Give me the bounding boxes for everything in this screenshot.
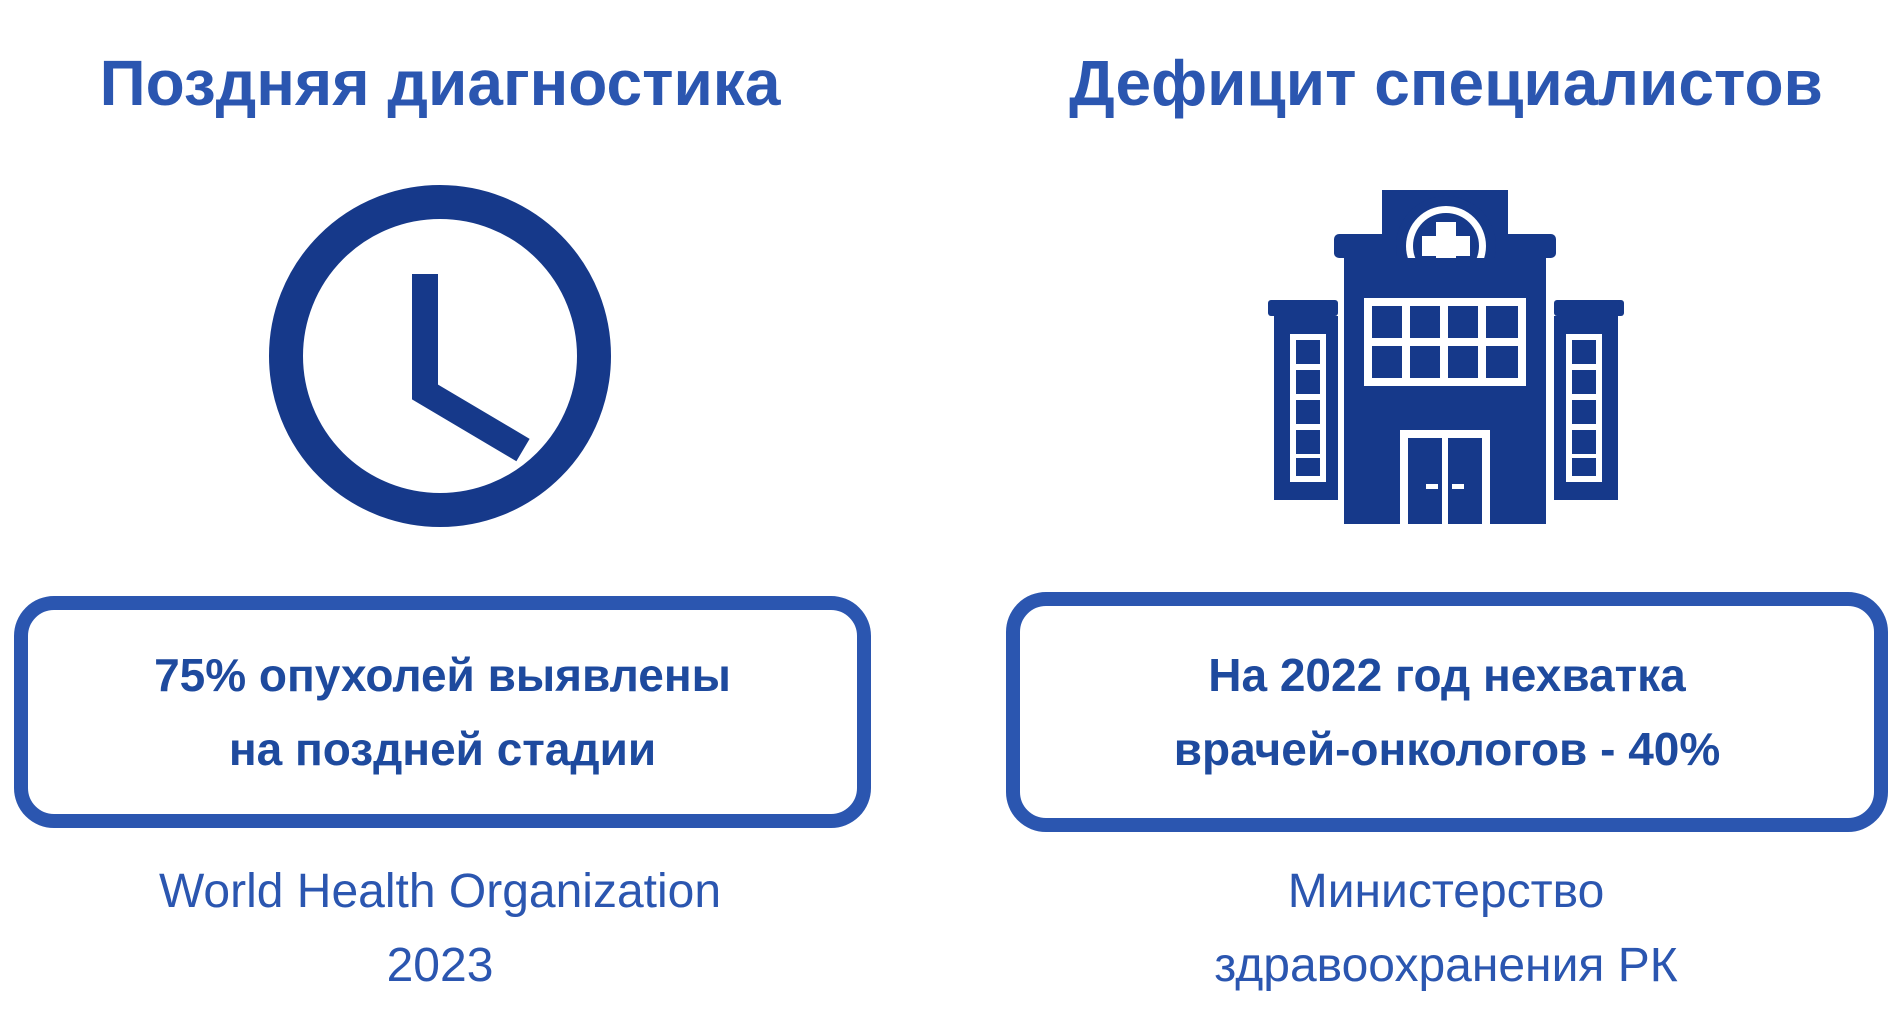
source-line-1: Министерство: [1287, 865, 1605, 918]
source-line-2: 2023: [386, 939, 494, 992]
late-diagnosis-stat-box: 75% опухолей выявлены на поздней стадии: [14, 596, 871, 828]
specialist-shortage-source: Министерство здравоохранения РК: [990, 855, 1902, 1003]
late-diagnosis-source: World Health Organization 2023: [0, 855, 880, 1003]
stat-line-1: 75% опухолей выявлены: [154, 649, 731, 701]
hospital-icon: [1268, 190, 1624, 524]
source-line-2: здравоохранения РК: [1214, 939, 1678, 992]
stat-line-2: врачей-онкологов - 40%: [1173, 723, 1721, 775]
specialist-shortage-stat-box: На 2022 год нехватка врачей-онкологов - …: [1006, 592, 1888, 832]
late-diagnosis-panel: Поздняя диагностика 75% опухолей выявлен…: [0, 0, 880, 1022]
source-line-1: World Health Organization: [158, 865, 722, 918]
stat-line-2: на поздней стадии: [228, 723, 657, 775]
specialist-shortage-panel: Дефицит специалистов: [990, 0, 1902, 1022]
specialist-shortage-title: Дефицит специалистов: [1069, 47, 1823, 119]
clock-icon: [269, 185, 611, 527]
late-diagnosis-title: Поздняя диагностика: [99, 47, 781, 119]
stat-line-1: На 2022 год нехватка: [1208, 649, 1686, 701]
